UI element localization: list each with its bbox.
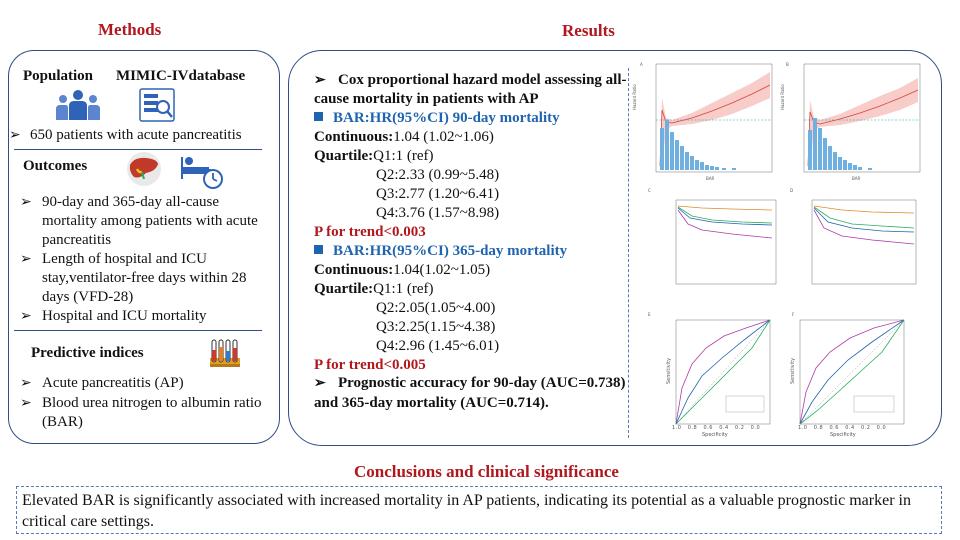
- bar365-quartile: Quartile:Q1:1 (ref): [314, 281, 434, 297]
- bar-xlabel-b: BAR: [852, 176, 861, 181]
- conclusions-title: Conclusions and clinical significance: [354, 462, 619, 481]
- figure-thumbnails: [655, 63, 921, 425]
- figure-separator: [628, 68, 629, 438]
- bar90-continuous: Continuous:1.04 (1.02~1.06): [314, 129, 494, 145]
- spec-label-f: Specificity: [830, 432, 856, 438]
- methods-title: Methods: [98, 20, 162, 39]
- km-plot-c: [675, 199, 777, 285]
- roc-ticks-e: 1.0 0.8 0.6 0.4 0.2 0.0: [672, 425, 761, 431]
- panel-label-e: E: [648, 312, 651, 317]
- prognostic-text: Prognostic accuracy for 90-day (AUC=0.73…: [314, 375, 626, 411]
- panel-label-a: A: [640, 62, 643, 67]
- panel-label-b: B: [786, 62, 789, 67]
- hazard-ylabel-a: Hazard Ratio: [632, 84, 637, 110]
- panel-label-c: C: [648, 188, 651, 193]
- sens-label-e: Sensitivity: [666, 357, 672, 384]
- liver-icon: [127, 152, 161, 186]
- population-people-icon: [56, 90, 100, 120]
- panel-label-d: D: [790, 188, 794, 193]
- bar90-q3: Q3:2.77 (1.20~6.41): [376, 186, 500, 202]
- bar365-heading: BAR:HR(95%CI) 365-day mortality: [314, 242, 567, 261]
- bar365-square-icon: [314, 245, 323, 254]
- spline-plot-a: [655, 63, 773, 173]
- test-tubes-icon: [210, 339, 240, 367]
- bar365-q3: Q3:2.25(1.15~4.38): [376, 319, 496, 335]
- outcome-1-text: 90-day and 365-day all-cause mortality a…: [42, 194, 258, 248]
- bar90-square-icon: [314, 112, 323, 121]
- cox-heading: Cox proportional hazard model assessing …: [314, 72, 627, 107]
- spline-plot-b: [803, 63, 921, 173]
- hospital-bed-clock-icon: [181, 157, 223, 189]
- outcome-3-arrow-icon: ➢: [20, 309, 32, 324]
- bar365-q4: Q4:2.96 (1.45~6.01): [376, 338, 500, 354]
- outcomes-title: Outcomes: [23, 158, 88, 174]
- roc-ticks-f: 1.0 0.8 0.6 0.4 0.2 0.0: [798, 425, 887, 431]
- cox-arrow-icon: ➢: [314, 73, 326, 88]
- conclusions-box: [16, 486, 942, 534]
- roc-plot-e: [675, 319, 771, 425]
- population-label: Population: [23, 68, 94, 84]
- results-title: Results: [562, 21, 615, 40]
- bar90-quartile: Quartile:Q1:1 (ref): [314, 148, 434, 164]
- population-bullet: 650 patients with acute pancreatitis: [30, 127, 242, 143]
- predictive-title: Predictive indices: [31, 345, 144, 361]
- outcome-2-arrow-icon: ➢: [20, 252, 32, 267]
- bar90-heading: BAR:HR(95%CI) 90-day mortality: [314, 109, 560, 128]
- km-plot-d: [811, 199, 917, 285]
- methods-divider-2: [14, 330, 262, 331]
- population-arrow-icon: ➢: [9, 128, 21, 143]
- roc-plot-f: [799, 319, 905, 425]
- bar90-trend: P for trend<0.003: [314, 224, 426, 240]
- methods-divider-1: [14, 149, 262, 150]
- sens-label-f: Sensitivity: [790, 357, 796, 384]
- bar90-q4: Q4:3.76 (1.57~8.98): [376, 205, 500, 221]
- bar365-trend: P for trend<0.005: [314, 357, 426, 373]
- bar365-continuous: Continuous:1.04(1.02~1.05): [314, 262, 491, 278]
- predictive-1-text: Acute pancreatitis (AP): [42, 375, 184, 391]
- prognostic-arrow-icon: ➢: [314, 376, 326, 391]
- panel-label-f: F: [792, 312, 795, 317]
- outcome-2-text: Length of hospital and ICU stay,ventilat…: [42, 251, 247, 305]
- predictive-2-text: Blood urea nitrogen to albumin ratio (BA…: [42, 395, 262, 430]
- spec-label-e: Specificity: [702, 432, 728, 438]
- bar365-q2: Q2:2.05(1.05~4.00): [376, 300, 496, 316]
- database-search-icon: [139, 88, 175, 122]
- bar90-q2: Q2:2.33 (0.99~5.48): [376, 167, 500, 183]
- predictive-1-arrow-icon: ➢: [20, 376, 32, 391]
- predictive-2-arrow-icon: ➢: [20, 396, 32, 411]
- database-label: MIMIC-IVdatabase: [116, 68, 246, 84]
- hazard-ylabel-b: Hazard Ratio: [780, 84, 785, 110]
- bar-xlabel-a: BAR: [706, 176, 715, 181]
- outcome-1-arrow-icon: ➢: [20, 195, 32, 210]
- conclusions-text: Elevated BAR is significantly associated…: [22, 492, 911, 530]
- outcome-3-text: Hospital and ICU mortality: [42, 308, 207, 324]
